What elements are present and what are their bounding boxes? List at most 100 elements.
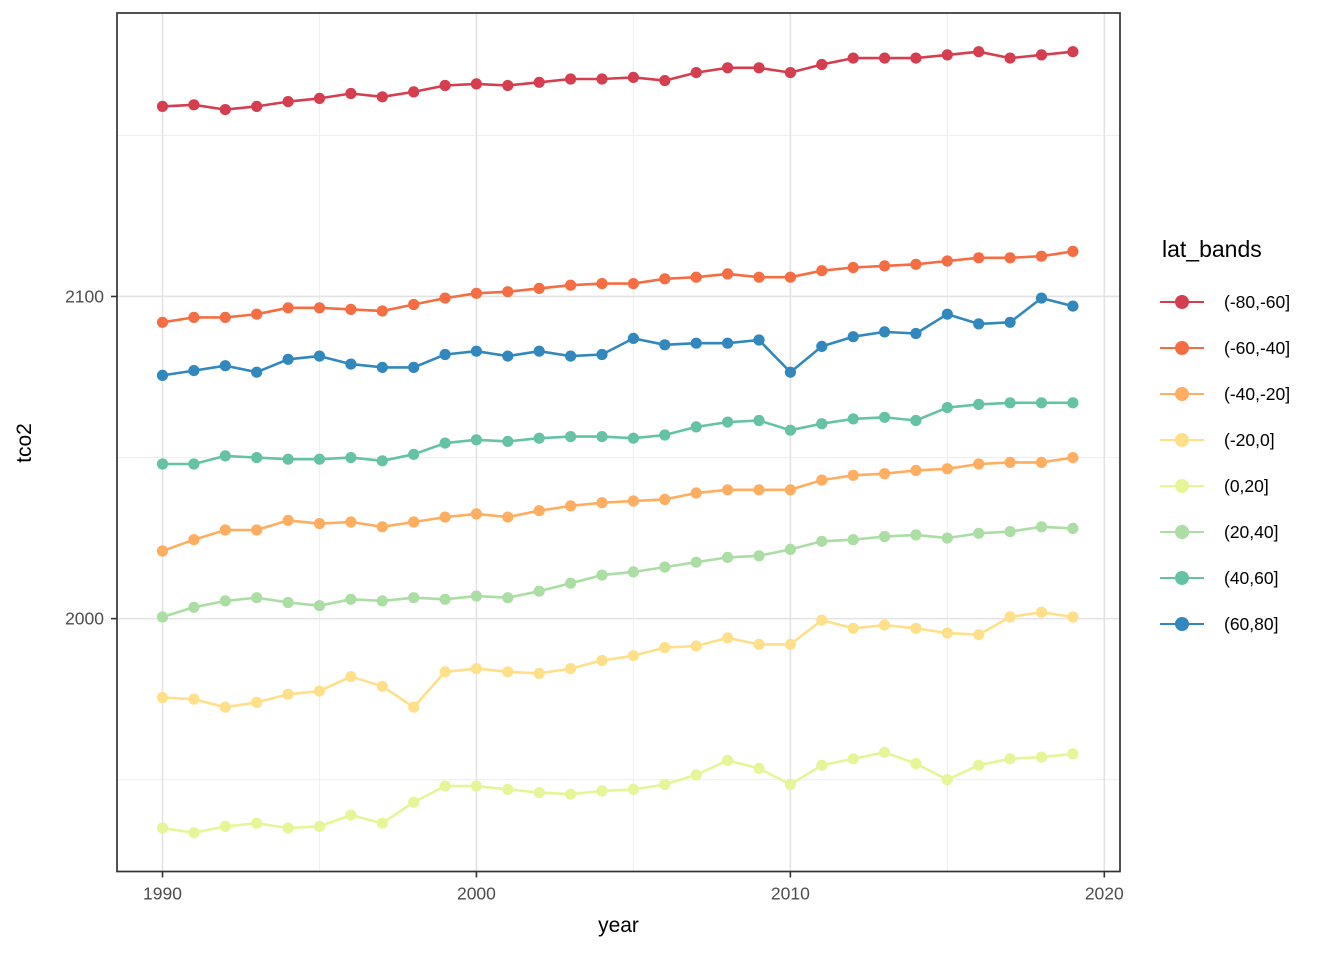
legend-item: (0,20] [1160,463,1290,509]
data-point [1035,606,1048,618]
data-point [313,453,326,465]
data-point [722,484,734,496]
data-point [156,100,169,112]
panel-border [116,12,1121,873]
data-point [408,448,420,460]
data-point [879,52,891,64]
data-point [690,487,702,499]
data-point [879,530,891,543]
data-point [659,429,671,441]
data-point [596,431,608,443]
data-point [219,524,231,536]
data-point [470,434,482,446]
data-point [219,820,231,833]
data-point [784,271,797,283]
legend-key-icon [1160,479,1204,493]
data-point [910,52,922,64]
data-point [251,524,263,536]
data-point [1035,751,1048,763]
data-point [1035,456,1048,468]
data-point [1035,49,1048,61]
data-point [1035,292,1048,304]
data-point [879,411,891,423]
data-point [1035,521,1048,533]
data-point [627,650,640,662]
data-point [188,458,200,470]
data-point [376,680,388,692]
data-point [188,99,200,111]
data-point [722,416,734,428]
data-point [816,614,828,626]
data-point [376,521,388,533]
data-point [879,468,891,480]
data-point [439,666,451,678]
data-point [219,595,231,607]
data-point [376,305,388,317]
legend-item-label: (0,20] [1224,475,1269,496]
legend-key-icon [1160,387,1204,401]
data-point [219,701,231,713]
data-point [659,493,671,505]
data-point [753,334,765,346]
data-point [1035,397,1048,409]
data-point [910,464,922,476]
data-point [847,52,859,64]
y-tick-label: 2000 [65,609,104,629]
data-point [345,593,357,605]
data-point [565,500,577,512]
data-point [690,337,702,349]
data-point [1067,46,1079,58]
y-axis-title: tco2 [13,423,36,463]
data-point [533,585,545,597]
legend: lat_bands (-80,-60] (-60,-40] (-40,-20] … [1160,236,1290,647]
data-point [973,252,985,264]
data-point [408,796,420,808]
data-point [784,424,797,436]
data-point [627,332,640,344]
data-point [345,358,357,370]
data-point [345,87,357,100]
data-point [941,774,953,786]
data-point [847,469,859,481]
data-point [753,638,765,651]
data-point [408,592,420,604]
data-point [533,345,545,357]
legend-item: (40,60] [1160,555,1290,601]
legend-item: (-80,-60] [1160,279,1290,325]
data-point [659,642,671,654]
data-point [973,629,985,641]
data-point [502,666,514,678]
data-point [816,474,828,486]
data-point [502,511,514,523]
data-point [627,278,640,290]
data-point [376,361,388,373]
data-point [1004,611,1016,623]
data-point [753,550,765,562]
data-point [596,73,608,85]
data-point [251,308,263,320]
data-point [313,518,326,530]
data-point [282,822,294,834]
data-point [910,258,922,270]
data-point [313,600,326,612]
data-point [784,638,797,651]
data-point [816,265,828,277]
data-point [847,413,859,425]
legend-key-icon [1160,341,1204,355]
legend-item: (-20,0] [1160,417,1290,463]
data-point [470,508,482,520]
data-point [502,592,514,604]
data-point [659,561,671,573]
data-point [282,353,294,365]
data-point [470,590,482,602]
legend-key-icon [1160,525,1204,539]
data-point [470,663,482,675]
data-point [313,92,326,104]
data-point [847,753,859,765]
data-point [251,817,263,829]
data-point [533,505,545,517]
data-point [596,654,608,667]
data-point [345,809,357,821]
data-point [722,62,734,74]
